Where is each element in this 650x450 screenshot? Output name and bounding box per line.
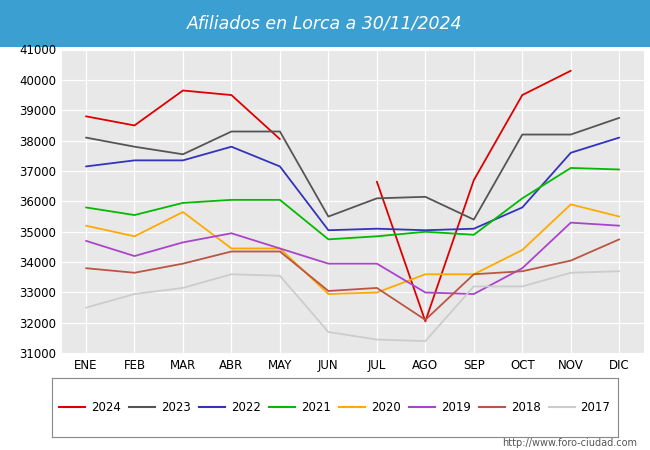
- Text: Afiliados en Lorca a 30/11/2024: Afiliados en Lorca a 30/11/2024: [187, 14, 463, 33]
- Text: http://www.foro-ciudad.com: http://www.foro-ciudad.com: [502, 438, 637, 448]
- Legend: 2024, 2023, 2022, 2021, 2020, 2019, 2018, 2017: 2024, 2023, 2022, 2021, 2020, 2019, 2018…: [55, 396, 615, 418]
